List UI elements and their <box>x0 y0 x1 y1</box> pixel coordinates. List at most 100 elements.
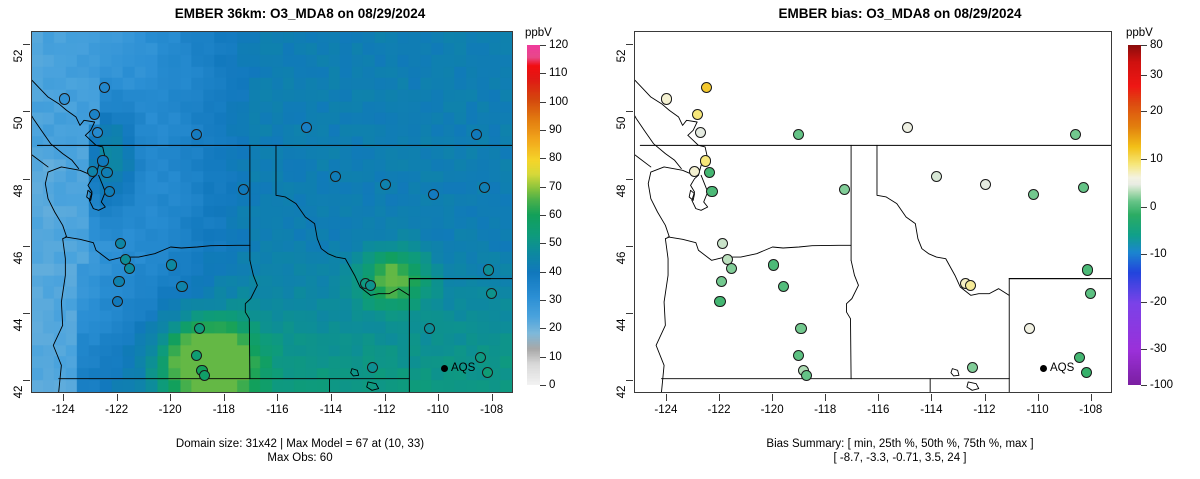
bias-map-boundaries <box>635 79 1111 392</box>
station-marker[interactable] <box>800 370 812 382</box>
aqs-marker-icon <box>1040 364 1047 372</box>
x-axis-tick-label: -114 <box>319 404 342 416</box>
station-marker[interactable] <box>104 185 116 197</box>
colorbar-tick-label: 20 <box>549 322 562 335</box>
station-marker[interactable] <box>112 296 124 308</box>
station-marker[interactable] <box>237 183 250 196</box>
station-marker[interactable] <box>300 121 313 134</box>
station-marker[interactable] <box>1027 189 1039 201</box>
y-axis-tick-label: 50 <box>13 117 25 130</box>
station-marker[interactable] <box>191 128 203 140</box>
x-axis-tick-label: -122 <box>707 404 731 416</box>
station-marker[interactable] <box>966 361 978 373</box>
station-marker[interactable] <box>485 287 497 299</box>
station-marker[interactable] <box>1074 351 1086 363</box>
station-marker[interactable] <box>979 178 992 191</box>
y-axis-tick-label: 48 <box>616 184 628 197</box>
station-marker[interactable] <box>792 349 804 362</box>
y-axis-tick-label: 50 <box>616 117 628 130</box>
station-marker[interactable] <box>901 121 913 134</box>
colorbar-tick-label: 0 <box>1150 200 1157 213</box>
station-marker[interactable] <box>113 276 125 288</box>
colorbar-tick-label: 110 <box>549 67 568 80</box>
station-marker[interactable] <box>714 296 726 308</box>
station-marker[interactable] <box>726 262 738 274</box>
station-marker[interactable] <box>1082 264 1094 276</box>
station-marker[interactable] <box>97 155 109 167</box>
station-marker[interactable] <box>717 237 729 249</box>
station-marker[interactable] <box>424 323 436 335</box>
colorbar-tick-label: 100 <box>549 95 569 108</box>
station-marker[interactable] <box>965 279 977 291</box>
station-marker[interactable] <box>691 108 703 120</box>
station-marker[interactable] <box>89 108 101 120</box>
station-marker[interactable] <box>478 182 491 194</box>
colorbar-tick-label: 120 <box>549 39 569 51</box>
station-marker[interactable] <box>778 281 790 293</box>
y-axis-tick-label: 48 <box>13 184 25 197</box>
y-axis-tick-label: 46 <box>616 251 628 264</box>
station-marker[interactable] <box>930 170 942 182</box>
panel-model-concentration: EMBER 36km: O3_MDA8 on 08/29/2024 AQS 42… <box>13 6 569 464</box>
station-marker[interactable] <box>1023 323 1035 335</box>
station-marker[interactable] <box>767 259 779 271</box>
colorbar-tick-label: -100 <box>1150 379 1174 391</box>
station-marker[interactable] <box>86 165 98 177</box>
station-marker[interactable] <box>839 183 851 196</box>
bias-aqs-legend: AQS <box>1040 362 1074 374</box>
station-marker[interactable] <box>366 361 378 373</box>
colorbar-tick-label: 80 <box>549 152 562 165</box>
station-marker[interactable] <box>1070 128 1082 140</box>
x-axis-tick-label: -120 <box>158 404 182 416</box>
station-marker[interactable] <box>165 259 177 271</box>
station-marker[interactable] <box>701 81 713 93</box>
station-marker[interactable] <box>703 167 715 179</box>
x-axis-tick-label: -108 <box>480 404 504 416</box>
station-marker[interactable] <box>792 128 804 140</box>
station-marker[interactable] <box>124 262 136 274</box>
station-marker[interactable] <box>58 93 70 105</box>
colorbar-tick-label: 80 <box>1150 39 1163 51</box>
station-marker[interactable] <box>706 185 718 197</box>
station-marker[interactable] <box>98 81 110 93</box>
station-marker[interactable] <box>193 323 205 335</box>
station-marker[interactable] <box>379 178 392 191</box>
station-marker[interactable] <box>689 165 701 177</box>
station-marker[interactable] <box>715 276 727 288</box>
bias-colorbar-units: ppbV <box>1126 27 1153 39</box>
station-marker[interactable] <box>661 93 673 105</box>
colorbar-tick-label: 90 <box>549 124 562 136</box>
station-marker[interactable] <box>92 127 104 139</box>
station-marker[interactable] <box>176 281 188 293</box>
station-marker[interactable] <box>1078 182 1090 194</box>
station-marker[interactable] <box>101 167 113 179</box>
colorbar-tick-label: -20 <box>1150 295 1167 308</box>
station-marker[interactable] <box>699 155 711 167</box>
station-marker[interactable] <box>1080 366 1092 378</box>
y-axis-tick-label: 52 <box>13 50 25 63</box>
station-marker[interactable] <box>330 170 342 182</box>
model-colorbar-gradient <box>527 45 540 385</box>
x-axis-tick-label: -112 <box>973 404 996 416</box>
x-axis-tick-label: -116 <box>867 404 890 416</box>
station-marker[interactable] <box>114 237 126 249</box>
station-marker[interactable] <box>199 370 211 382</box>
station-marker[interactable] <box>481 366 493 378</box>
station-marker[interactable] <box>694 127 706 139</box>
colorbar-tick-label: 40 <box>549 265 562 278</box>
station-marker[interactable] <box>365 279 377 291</box>
x-axis-tick-label: -118 <box>814 404 837 416</box>
station-marker[interactable] <box>191 349 203 362</box>
bias-caption: Bias Summary: [ min, 25th %, 50th %, 75t… <box>600 437 1200 465</box>
station-marker[interactable] <box>1084 287 1096 299</box>
bias-map-plot: AQS <box>634 31 1112 393</box>
x-axis-tick-label: -116 <box>266 404 289 416</box>
colorbar-tick-label: 30 <box>1150 68 1163 81</box>
colorbar-tick-label: 50 <box>549 237 562 250</box>
station-marker[interactable] <box>428 189 440 201</box>
station-marker[interactable] <box>470 128 483 140</box>
station-marker[interactable] <box>483 264 495 276</box>
station-marker[interactable] <box>795 323 807 335</box>
station-marker[interactable] <box>474 351 487 363</box>
